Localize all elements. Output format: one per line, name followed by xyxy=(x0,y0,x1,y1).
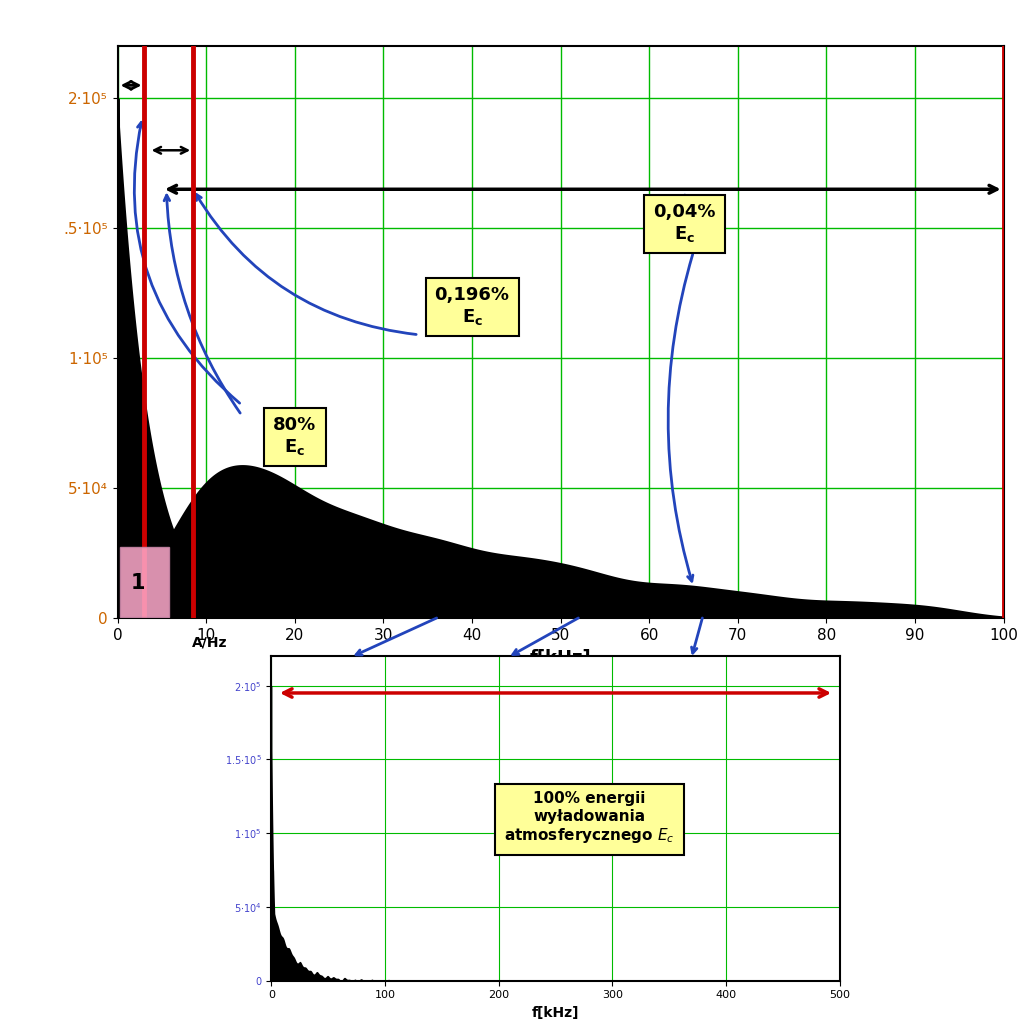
Text: A/Hz: A/Hz xyxy=(191,636,227,649)
Text: 1: 1 xyxy=(131,573,145,593)
Text: 0,04%
$\mathbf{E_c}$: 0,04% $\mathbf{E_c}$ xyxy=(653,203,716,243)
Text: 100% energii
wyładowania
atmosferycznego $E_c$: 100% energii wyładowania atmosferycznego… xyxy=(504,791,675,846)
Text: 0,196%
$\mathbf{E_c}$: 0,196% $\mathbf{E_c}$ xyxy=(434,285,510,327)
Text: 80%
$\mathbf{E_c}$: 80% $\mathbf{E_c}$ xyxy=(273,416,316,456)
X-axis label: f[kHz]: f[kHz] xyxy=(529,648,592,666)
X-axis label: f[kHz]: f[kHz] xyxy=(531,1006,580,1020)
FancyBboxPatch shape xyxy=(121,547,169,617)
